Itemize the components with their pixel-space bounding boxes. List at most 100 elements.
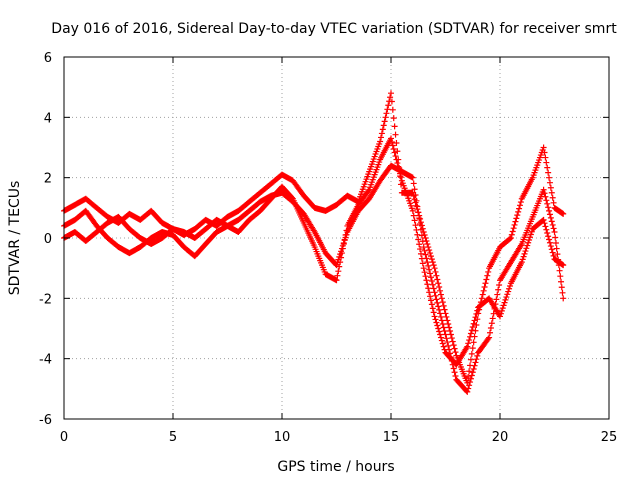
data-point — [428, 301, 435, 308]
data-point — [553, 245, 560, 252]
data-point — [526, 234, 533, 241]
data-point — [560, 262, 567, 269]
data-point — [548, 218, 555, 225]
x-tick-label: 25 — [601, 430, 618, 445]
data-point — [560, 295, 567, 302]
data-point — [521, 250, 528, 257]
data-point — [414, 231, 421, 238]
data-point — [444, 317, 451, 324]
data-point — [447, 331, 454, 338]
data-point — [520, 253, 527, 260]
data-point — [431, 313, 438, 320]
data-point — [546, 207, 553, 214]
data-point — [377, 138, 384, 145]
data-series — [61, 90, 567, 395]
data-point — [502, 296, 509, 303]
data-point — [469, 345, 476, 352]
data-point — [509, 228, 516, 235]
data-point — [550, 225, 557, 232]
data-point — [429, 259, 436, 266]
data-point — [432, 316, 439, 323]
data-point — [547, 243, 554, 250]
data-point — [500, 302, 507, 309]
data-point — [485, 335, 492, 342]
data-point — [337, 259, 344, 266]
data-point — [471, 362, 478, 369]
data-point — [422, 235, 429, 241]
data-point — [436, 284, 443, 291]
data-point — [417, 215, 424, 222]
data-point — [519, 256, 526, 263]
data-point — [426, 289, 433, 296]
data-point — [549, 249, 556, 256]
data-point — [433, 296, 440, 303]
data-point — [488, 320, 495, 327]
data-point — [464, 343, 471, 350]
data-point — [388, 135, 394, 142]
data-point — [448, 335, 455, 342]
data-point — [526, 237, 533, 244]
data-point — [335, 268, 342, 275]
data-point — [436, 328, 443, 335]
data-point — [447, 328, 454, 335]
data-point — [417, 250, 424, 257]
data-point — [443, 313, 450, 320]
data-point — [428, 277, 435, 284]
data-point — [423, 277, 430, 284]
data-point — [484, 272, 491, 279]
data-point — [430, 262, 437, 269]
data-point — [439, 340, 446, 347]
data-point — [559, 289, 566, 296]
data-point — [542, 154, 549, 161]
data-point — [499, 305, 506, 312]
data-point — [505, 288, 512, 295]
data-point — [391, 149, 398, 156]
data-point — [388, 98, 395, 105]
data-point — [466, 382, 473, 389]
data-point — [470, 365, 477, 372]
data-point — [549, 194, 556, 201]
series-trace-c — [61, 135, 567, 368]
data-point — [424, 259, 431, 266]
data-point — [439, 299, 446, 306]
data-point — [549, 221, 556, 228]
data-point — [496, 282, 503, 289]
data-point — [487, 324, 494, 331]
data-point — [427, 253, 434, 260]
data-point — [433, 272, 440, 279]
data-point — [528, 228, 535, 235]
data-point — [391, 123, 398, 130]
y-tick-label: 2 — [44, 172, 52, 187]
data-point — [551, 228, 558, 235]
data-point — [524, 242, 531, 249]
data-point — [412, 192, 419, 199]
data-point — [433, 319, 440, 326]
data-point — [426, 247, 433, 254]
data-point — [468, 327, 475, 334]
data-point — [542, 223, 549, 230]
data-point — [473, 321, 480, 328]
data-point — [547, 184, 554, 191]
data-point — [393, 156, 400, 163]
data-point — [472, 359, 479, 366]
y-tick-label: 6 — [44, 51, 52, 66]
data-point — [379, 126, 386, 133]
data-point — [451, 345, 458, 352]
data-point — [450, 365, 457, 372]
data-point — [390, 115, 397, 122]
data-point — [437, 287, 444, 294]
grid-lines — [64, 57, 609, 419]
data-point — [485, 268, 492, 275]
data-point — [425, 262, 432, 269]
data-point — [389, 142, 396, 149]
data-point — [473, 310, 480, 317]
data-point — [437, 310, 444, 317]
data-point — [471, 317, 478, 324]
data-point — [556, 267, 563, 274]
data-point — [429, 305, 436, 312]
data-point — [546, 211, 553, 218]
data-point — [333, 277, 340, 284]
data-point — [541, 220, 548, 227]
data-point — [546, 236, 553, 243]
data-point — [497, 313, 503, 320]
